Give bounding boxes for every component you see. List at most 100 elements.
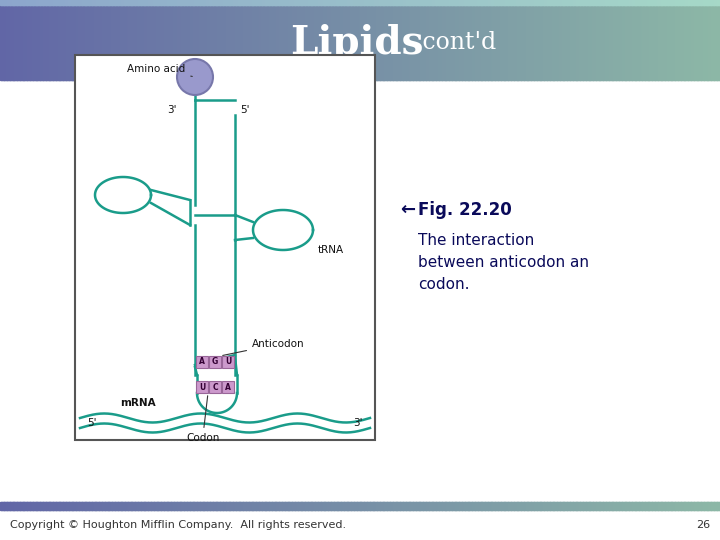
Bar	[66, 0, 68, 5]
Bar	[341, 502, 343, 510]
Bar	[163, 0, 165, 5]
Bar	[245, 502, 247, 510]
Bar	[104, 0, 106, 5]
Bar	[39, 502, 41, 510]
Bar	[520, 502, 522, 510]
Bar	[495, 0, 498, 5]
Bar	[408, 502, 410, 510]
Bar	[566, 0, 568, 5]
Bar	[563, 502, 565, 510]
Bar	[311, 502, 313, 510]
Bar	[661, 5, 663, 80]
Bar	[256, 5, 258, 80]
Bar	[348, 5, 351, 80]
Bar	[556, 502, 558, 510]
Bar	[292, 0, 294, 5]
Bar	[681, 502, 683, 510]
Bar	[461, 0, 463, 5]
Bar	[115, 0, 117, 5]
Bar	[416, 502, 418, 510]
Bar	[330, 5, 332, 80]
Bar	[251, 5, 253, 80]
Bar	[130, 0, 132, 5]
Bar	[255, 0, 257, 5]
Bar	[239, 5, 241, 80]
Bar	[505, 5, 508, 80]
Bar	[288, 502, 290, 510]
Bar	[428, 502, 430, 510]
Bar	[497, 0, 499, 5]
Bar	[654, 5, 656, 80]
Bar	[575, 502, 577, 510]
Bar	[590, 5, 593, 80]
Bar	[65, 502, 67, 510]
Bar	[232, 0, 234, 5]
Bar	[668, 502, 670, 510]
Bar	[78, 502, 80, 510]
Bar	[194, 5, 197, 80]
Bar	[1, 5, 4, 80]
Bar	[446, 5, 449, 80]
Bar	[82, 502, 84, 510]
Bar	[367, 0, 369, 5]
Bar	[0, 502, 2, 510]
Bar	[537, 5, 539, 80]
Bar	[552, 502, 554, 510]
Bar	[530, 5, 532, 80]
Bar	[616, 0, 618, 5]
Bar	[472, 502, 474, 510]
Bar	[635, 0, 637, 5]
Bar	[92, 0, 94, 5]
Bar	[223, 502, 225, 510]
Bar	[192, 502, 194, 510]
Bar	[265, 5, 267, 80]
Bar	[3, 0, 5, 5]
Bar	[287, 0, 289, 5]
Bar	[135, 0, 138, 5]
Bar	[78, 0, 80, 5]
Bar	[389, 0, 391, 5]
Bar	[444, 5, 446, 80]
Bar	[534, 502, 536, 510]
Bar	[507, 0, 509, 5]
Bar	[107, 502, 109, 510]
Bar	[395, 0, 397, 5]
Bar	[207, 502, 210, 510]
Bar	[480, 502, 482, 510]
Bar	[24, 0, 27, 5]
Bar	[691, 5, 693, 80]
Bar	[238, 502, 240, 510]
Bar	[348, 0, 351, 5]
Bar	[580, 502, 582, 510]
Bar	[331, 5, 333, 80]
Bar	[377, 502, 379, 510]
Bar	[242, 502, 244, 510]
Bar	[603, 502, 606, 510]
Bar	[488, 5, 490, 80]
Bar	[196, 381, 208, 393]
Bar	[472, 0, 474, 5]
Bar	[384, 0, 387, 5]
Bar	[626, 5, 629, 80]
Bar	[37, 502, 40, 510]
Bar	[481, 502, 483, 510]
Bar	[181, 5, 184, 80]
Bar	[527, 502, 529, 510]
Bar	[452, 5, 454, 80]
Bar	[514, 502, 516, 510]
Bar	[344, 0, 346, 5]
Bar	[384, 5, 387, 80]
Bar	[547, 5, 549, 80]
Bar	[279, 502, 282, 510]
Bar	[505, 0, 508, 5]
Bar	[616, 5, 618, 80]
Bar	[108, 502, 110, 510]
Bar	[577, 5, 580, 80]
Bar	[276, 502, 279, 510]
Bar	[422, 0, 424, 5]
Bar	[508, 502, 510, 510]
Bar	[379, 502, 381, 510]
Bar	[716, 5, 718, 80]
Bar	[13, 0, 15, 5]
Bar	[23, 0, 25, 5]
